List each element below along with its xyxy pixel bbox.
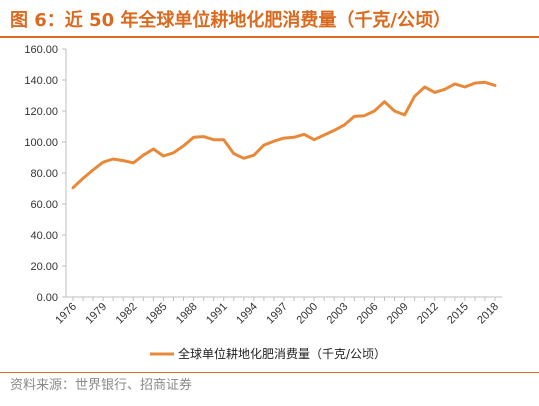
line-chart: 0.00 20.00 40.00 60.00 80.00 100.00 120.00 140.… bbox=[24, 44, 502, 361]
y-tick-label: 20.00 bbox=[30, 261, 58, 273]
y-tick-label: 160.00 bbox=[24, 44, 58, 56]
series-group bbox=[71, 80, 497, 190]
x-tick-label: 2000 bbox=[294, 301, 320, 327]
y-tick-label: 80.00 bbox=[30, 168, 58, 180]
y-tick-label: 60.00 bbox=[30, 199, 58, 211]
chart-title: 图 6：近 50 年全球单位耕地化肥消费量（千克/公顷） bbox=[10, 10, 451, 31]
y-tick-label: 40.00 bbox=[30, 230, 58, 242]
x-tick-label: 1997 bbox=[264, 301, 290, 327]
source-note: 资料来源：世界银行、招商证券 bbox=[10, 378, 193, 393]
x-tick-label: 2003 bbox=[325, 301, 351, 327]
y-axis: 0.00 20.00 40.00 60.00 80.00 100.00 120.00 140.… bbox=[24, 44, 67, 304]
x-axis: 1976 1979 1982 1985 1988 1991 1994 1997 2000 2003… bbox=[53, 296, 502, 327]
x-tick-label: 2009 bbox=[385, 301, 411, 327]
source-divider bbox=[0, 372, 539, 373]
x-tick-label: 1982 bbox=[114, 301, 140, 327]
x-tick-label: 1976 bbox=[53, 301, 79, 327]
y-tick-label: 0.00 bbox=[37, 292, 58, 304]
y-tick-label: 120.00 bbox=[24, 106, 58, 118]
x-tick-label: 2018 bbox=[475, 301, 501, 327]
x-tick-label: 1979 bbox=[83, 301, 109, 327]
y-tick-label: 140.00 bbox=[24, 75, 58, 87]
x-tick-label: 2015 bbox=[445, 301, 471, 327]
x-tick-label: 1994 bbox=[234, 301, 260, 327]
legend-label: 全球单位耕地化肥消费量（千克/公顷） bbox=[178, 346, 386, 361]
x-tick-label: 1985 bbox=[144, 301, 170, 327]
x-tick-label: 2012 bbox=[415, 301, 441, 327]
title-divider bbox=[0, 36, 539, 38]
series-line bbox=[71, 80, 497, 190]
y-tick-label: 100.00 bbox=[24, 137, 58, 149]
x-tick-label: 1991 bbox=[204, 301, 230, 327]
x-tick-label: 2006 bbox=[355, 301, 381, 327]
legend: 全球单位耕地化肥消费量（千克/公顷） bbox=[150, 346, 386, 361]
x-tick-label: 1988 bbox=[174, 301, 200, 327]
